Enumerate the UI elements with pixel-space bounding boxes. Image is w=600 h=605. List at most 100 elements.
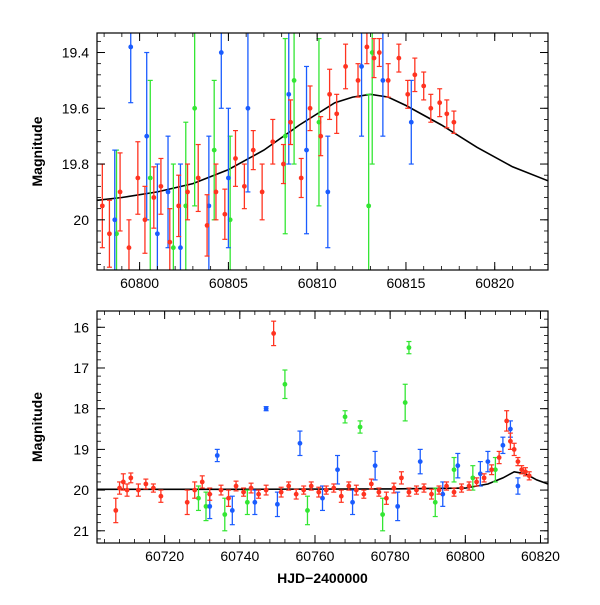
data-point <box>270 139 276 145</box>
data-point <box>170 245 176 251</box>
x-tick-label: 60800 <box>120 275 159 291</box>
data-point <box>178 245 183 251</box>
data-point <box>451 489 457 495</box>
data-point <box>391 485 397 491</box>
series-green <box>195 340 498 532</box>
data-point <box>113 508 119 513</box>
data-point <box>331 485 337 491</box>
data-point <box>256 491 262 497</box>
data-point <box>342 414 348 420</box>
data-point <box>408 119 414 125</box>
data-point <box>196 495 201 501</box>
data-point <box>406 345 412 351</box>
data-point <box>117 189 123 195</box>
data-point <box>325 189 331 195</box>
data-point <box>120 479 126 485</box>
data-point <box>496 455 502 460</box>
data-point <box>376 50 382 55</box>
data-point <box>338 493 344 499</box>
data-point <box>250 147 256 153</box>
data-point <box>214 453 220 458</box>
data-point <box>222 512 228 517</box>
x-tick-label: 60760 <box>296 548 335 564</box>
plot-area <box>97 33 548 270</box>
data-point <box>364 44 370 50</box>
data-point <box>233 483 239 489</box>
data-point <box>436 487 442 493</box>
data-point <box>432 499 438 505</box>
data-point <box>455 463 461 469</box>
series-green <box>114 33 375 270</box>
data-point <box>444 483 449 489</box>
data-point <box>405 91 411 97</box>
data-point <box>519 467 525 473</box>
data-point <box>142 217 148 223</box>
data-point <box>167 239 173 245</box>
data-point <box>286 483 292 489</box>
data-point <box>128 44 134 50</box>
data-point <box>241 489 246 495</box>
data-point <box>504 418 510 424</box>
data-point <box>288 119 293 125</box>
data-point <box>500 442 506 448</box>
data-point <box>350 499 355 505</box>
x-tick-label: 60800 <box>446 548 485 564</box>
data-point <box>421 83 427 89</box>
data-point <box>211 147 217 153</box>
y-tick-label: 18 <box>73 401 89 417</box>
y-axis-label: Magnitude <box>29 116 45 186</box>
data-point <box>126 245 132 251</box>
data-point <box>241 183 247 189</box>
series-red <box>99 33 457 270</box>
y-tick-label: 19.6 <box>62 100 89 116</box>
series-red <box>113 320 532 524</box>
data-point <box>176 203 182 209</box>
data-point <box>346 483 352 489</box>
data-point <box>158 493 164 499</box>
data-point <box>380 512 386 517</box>
y-tick-label: 20 <box>73 482 89 498</box>
data-point <box>481 475 487 481</box>
data-point <box>395 503 401 509</box>
data-point <box>492 467 498 473</box>
data-point <box>112 217 118 223</box>
data-point <box>385 78 391 83</box>
data-point <box>144 133 150 139</box>
data-point <box>124 487 130 493</box>
y-tick-label: 17 <box>73 360 89 376</box>
data-point <box>117 485 122 491</box>
data-point <box>323 487 329 493</box>
data-point <box>474 479 479 485</box>
data-point <box>343 64 348 69</box>
data-point <box>371 55 377 61</box>
x-tick-label: 60820 <box>521 548 560 564</box>
data-point <box>154 231 160 237</box>
data-point <box>218 487 224 493</box>
data-point <box>298 175 304 181</box>
data-point <box>229 508 235 513</box>
data-point <box>304 147 309 153</box>
data-point <box>523 469 528 475</box>
plot-frame <box>96 310 549 544</box>
data-point <box>451 119 457 125</box>
data-point <box>99 203 105 209</box>
data-point <box>372 463 378 469</box>
top-panel: 60800 60805 60810 60815 60820 19.4 19.6 19.8 20 M… <box>29 32 549 291</box>
data-point <box>252 499 258 505</box>
data-point <box>147 175 153 181</box>
data-point <box>278 489 284 495</box>
data-point <box>320 495 325 501</box>
data-point <box>421 485 427 491</box>
data-point <box>359 64 364 69</box>
data-point <box>150 485 156 491</box>
data-point <box>271 330 277 336</box>
data-point <box>318 133 324 139</box>
data-point <box>376 489 382 495</box>
data-point <box>158 183 164 189</box>
x-tick-label: 60820 <box>475 275 514 291</box>
x-tick-label: 60815 <box>386 275 425 291</box>
data-point <box>451 467 457 473</box>
data-point <box>508 438 513 444</box>
data-point <box>355 78 361 83</box>
